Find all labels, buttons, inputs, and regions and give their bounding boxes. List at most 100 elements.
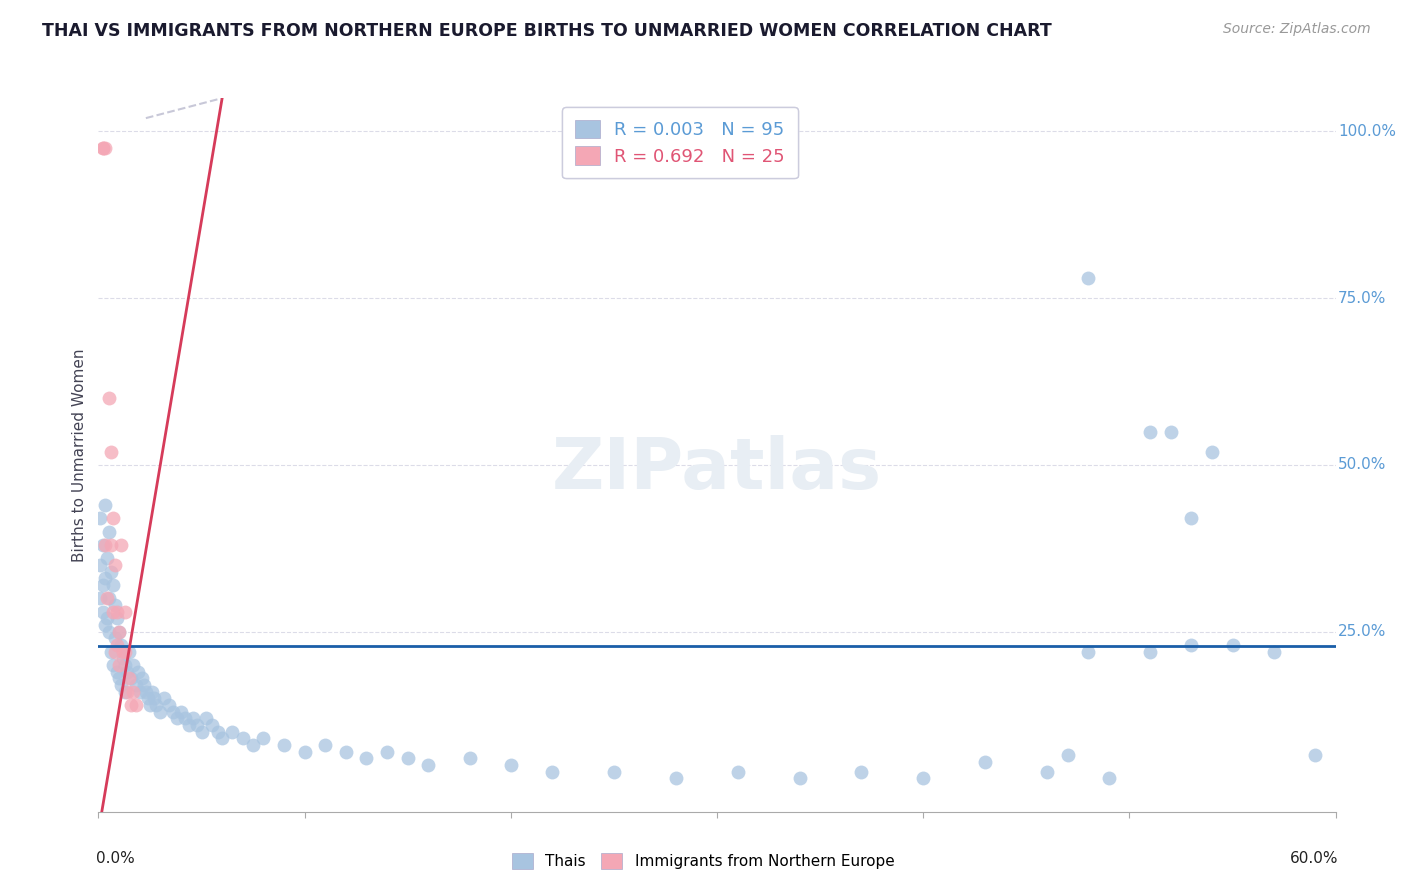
Point bbox=[122, 684, 145, 698]
Point bbox=[91, 141, 114, 155]
Point bbox=[128, 684, 150, 698]
Text: 60.0%: 60.0% bbox=[1289, 851, 1339, 866]
Point bbox=[104, 558, 127, 572]
Point bbox=[108, 624, 131, 639]
Point bbox=[789, 772, 811, 786]
Point bbox=[104, 645, 127, 659]
Point bbox=[110, 638, 132, 652]
Point bbox=[1036, 764, 1059, 779]
Point bbox=[1139, 645, 1161, 659]
Point bbox=[1180, 511, 1202, 525]
Point bbox=[1160, 425, 1182, 439]
Point bbox=[166, 711, 188, 725]
Point bbox=[89, 591, 111, 606]
Point bbox=[117, 665, 139, 679]
Point bbox=[139, 698, 162, 712]
Point bbox=[1222, 638, 1244, 652]
Point bbox=[131, 671, 153, 685]
Point bbox=[143, 691, 166, 706]
Y-axis label: Births to Unmarried Women: Births to Unmarried Women bbox=[72, 348, 87, 562]
Point bbox=[541, 764, 564, 779]
Point bbox=[135, 684, 157, 698]
Point bbox=[149, 705, 172, 719]
Point bbox=[93, 141, 115, 155]
Text: 100.0%: 100.0% bbox=[1339, 124, 1396, 139]
Point bbox=[108, 671, 131, 685]
Point bbox=[91, 538, 114, 552]
Text: 75.0%: 75.0% bbox=[1339, 291, 1386, 306]
Point bbox=[110, 538, 132, 552]
Point bbox=[100, 538, 122, 552]
Point bbox=[114, 645, 136, 659]
Point bbox=[93, 571, 115, 585]
Text: 25.0%: 25.0% bbox=[1339, 624, 1386, 640]
Point bbox=[101, 658, 124, 673]
Point bbox=[112, 651, 135, 665]
Point bbox=[1098, 772, 1121, 786]
Point bbox=[851, 764, 873, 779]
Point bbox=[91, 578, 114, 592]
Point bbox=[179, 718, 201, 732]
Point bbox=[120, 671, 142, 685]
Point bbox=[665, 772, 688, 786]
Point bbox=[91, 605, 114, 619]
Point bbox=[93, 498, 115, 512]
Point bbox=[418, 758, 440, 772]
Point bbox=[232, 731, 254, 746]
Point bbox=[727, 764, 749, 779]
Point bbox=[110, 678, 132, 692]
Legend: R = 0.003   N = 95, R = 0.692   N = 25: R = 0.003 N = 95, R = 0.692 N = 25 bbox=[562, 107, 797, 178]
Point bbox=[1077, 271, 1099, 285]
Point bbox=[117, 684, 139, 698]
Point bbox=[105, 665, 128, 679]
Point bbox=[252, 731, 274, 746]
Text: THAI VS IMMIGRANTS FROM NORTHERN EUROPE BIRTHS TO UNMARRIED WOMEN CORRELATION CH: THAI VS IMMIGRANTS FROM NORTHERN EUROPE … bbox=[42, 22, 1052, 40]
Point bbox=[96, 551, 118, 566]
Point bbox=[157, 698, 180, 712]
Point bbox=[1056, 747, 1078, 762]
Point bbox=[1263, 645, 1285, 659]
Point bbox=[101, 605, 124, 619]
Text: 50.0%: 50.0% bbox=[1339, 458, 1386, 473]
Point bbox=[104, 632, 127, 646]
Point bbox=[97, 624, 120, 639]
Legend: Thais, Immigrants from Northern Europe: Thais, Immigrants from Northern Europe bbox=[505, 847, 901, 875]
Point bbox=[242, 738, 264, 752]
Point bbox=[356, 751, 378, 765]
Point bbox=[294, 745, 316, 759]
Point bbox=[170, 705, 193, 719]
Point bbox=[174, 711, 197, 725]
Point bbox=[93, 538, 115, 552]
Point bbox=[273, 738, 295, 752]
Point bbox=[100, 565, 122, 579]
Point bbox=[201, 718, 224, 732]
Point bbox=[114, 605, 136, 619]
Point bbox=[122, 658, 145, 673]
Point bbox=[112, 645, 135, 659]
Point bbox=[145, 698, 167, 712]
Point bbox=[114, 658, 136, 673]
Point bbox=[118, 645, 141, 659]
Point bbox=[335, 745, 357, 759]
Text: ZIPatlas: ZIPatlas bbox=[553, 434, 882, 504]
Point bbox=[1077, 645, 1099, 659]
Point bbox=[105, 611, 128, 625]
Point bbox=[603, 764, 626, 779]
Point bbox=[186, 718, 208, 732]
Point bbox=[1139, 425, 1161, 439]
Point bbox=[108, 624, 131, 639]
Point bbox=[89, 558, 111, 572]
Point bbox=[136, 691, 159, 706]
Point bbox=[97, 524, 120, 539]
Point bbox=[211, 731, 233, 746]
Point bbox=[499, 758, 522, 772]
Point bbox=[396, 751, 419, 765]
Point bbox=[132, 678, 155, 692]
Point bbox=[100, 645, 122, 659]
Text: Source: ZipAtlas.com: Source: ZipAtlas.com bbox=[1223, 22, 1371, 37]
Point bbox=[91, 141, 114, 155]
Point bbox=[96, 591, 118, 606]
Point bbox=[912, 772, 935, 786]
Point bbox=[118, 671, 141, 685]
Point bbox=[89, 511, 111, 525]
